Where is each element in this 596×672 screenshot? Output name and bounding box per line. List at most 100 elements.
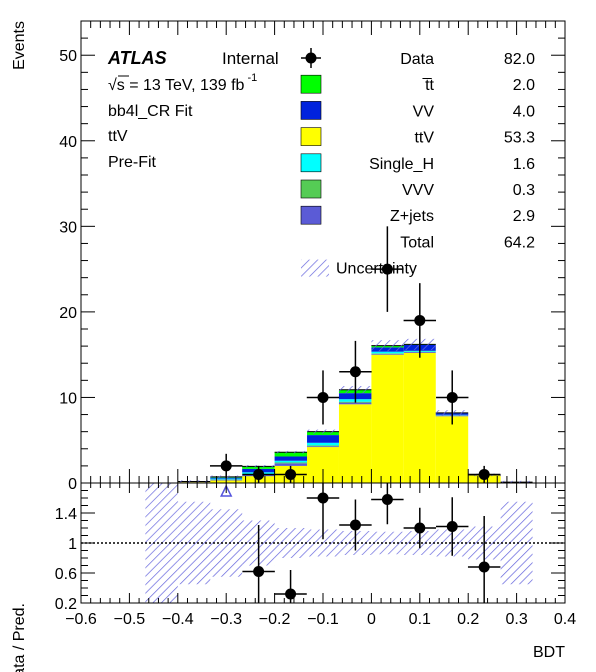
main-x-ticks <box>80 21 566 483</box>
ratio-y-axis: 0.2 0.6 1 1.4 <box>55 482 565 613</box>
ytick-label-40: 40 <box>59 134 77 151</box>
unc-7 <box>307 429 339 434</box>
legend: Data 82.0 t̅t 2.0 VV 4.0 ttV 53.3 Single_H 1.6 VVV… <box>300 48 535 278</box>
legend-swatch-1 <box>300 74 322 94</box>
main-panel: 0 10 20 30 40 50 <box>59 20 566 493</box>
ratio-band-7 <box>371 531 404 555</box>
ytick-label-0: 0 <box>68 476 77 493</box>
legend-label-6: Z+jets <box>390 208 434 225</box>
ratio-point-6 <box>446 521 458 532</box>
legend-label-3: ttV <box>414 130 434 147</box>
ratio-point-3 <box>349 519 361 531</box>
energy-lumi-label: √s = 13 TeV, 139 fb -1 <box>108 72 257 94</box>
xtick-label-6: 0 <box>367 611 376 628</box>
rytick-label-0.2: 0.2 <box>55 596 77 613</box>
bar-ttV-10 <box>403 352 436 483</box>
bar-VVV-6 <box>274 462 308 464</box>
bar-t̅t-6 <box>274 452 308 457</box>
bar-Z+jets-6 <box>274 463 308 466</box>
data-point-5 <box>381 263 393 275</box>
legend-label-2: VV <box>413 103 435 120</box>
legend-swatch-5 <box>300 179 322 199</box>
legend-label-4: Single_H <box>369 156 434 173</box>
legend-value-1: 2.0 <box>513 77 535 94</box>
legend-value-7: 64.2 <box>504 234 535 251</box>
legend-label-7: Total <box>400 234 434 251</box>
internal-label: Internal <box>222 49 279 68</box>
ytick-label-30: 30 <box>59 219 77 236</box>
legend-label-5: VVV <box>402 182 434 199</box>
legend-value-6: 2.9 <box>513 208 535 225</box>
xtick-label-1: −0.5 <box>114 611 146 628</box>
legend-label-1: t̅t <box>422 77 434 94</box>
legend-data-marker <box>305 52 317 64</box>
bar-ttV-9 <box>371 354 404 483</box>
legend-value-3: 53.3 <box>504 130 535 147</box>
bar-VV-6 <box>274 456 308 461</box>
bar-VV-7 <box>307 435 339 443</box>
legend-swatch-4 <box>300 153 322 173</box>
ytick-label-10: 10 <box>59 390 77 407</box>
data-point-8 <box>478 468 490 480</box>
data-point-1 <box>253 468 265 480</box>
legend-uncertainty-swatch <box>301 259 329 277</box>
out-of-range-marker <box>219 484 233 497</box>
data-points <box>209 226 501 483</box>
xtick-label-0: −0.6 <box>65 611 97 628</box>
ratio-points <box>219 483 501 603</box>
data-point-6 <box>414 314 426 326</box>
bar-Single_H-6 <box>274 460 308 463</box>
legend-swatch-3 <box>300 127 322 146</box>
ratio-point-0 <box>253 566 265 577</box>
bar-Single_H-9 <box>371 351 404 354</box>
ratio-point-7 <box>478 561 490 573</box>
legend-swatch-2 <box>300 101 322 120</box>
ratio-point-2 <box>317 492 329 504</box>
main-y-axis: 0 10 20 30 40 50 <box>59 20 565 493</box>
legend-value-2: 4.0 <box>513 103 535 120</box>
xtick-label-10: 0.4 <box>554 611 576 628</box>
bar-VVV-7 <box>307 445 339 447</box>
xtick-label-5: −0.1 <box>307 611 339 628</box>
xtick-label-3: −0.3 <box>210 611 242 628</box>
ratio-y-axis-title: Data / Pred. <box>11 603 28 672</box>
x-axis: −0.6 −0.5 −0.4 −0.3 −0.2 −0.1 0 0.1 0.2 0.3 0.4 <box>65 483 576 628</box>
xtick-label-7: 0.1 <box>409 611 431 628</box>
xtick-label-2: −0.4 <box>162 611 194 628</box>
rytick-label-1: 1 <box>68 536 77 553</box>
data-point-2 <box>285 468 297 480</box>
x-axis-title: BDT <box>533 644 565 661</box>
atlas-label: ATLAS <box>107 48 167 68</box>
ytick-label-20: 20 <box>59 305 77 322</box>
annotation-line-1: bb4l_CR Fit <box>108 103 193 120</box>
bar-Z+jets-8 <box>338 402 372 405</box>
xtick-label-9: 0.3 <box>505 611 527 628</box>
data-point-4 <box>349 366 361 378</box>
ratio-panel: 0.20.611.4 −0.6 −0.5 −0.4 −0.3 −0.2 −0.1 0 0.1 0… <box>55 482 576 628</box>
legend-value-0: 82.0 <box>504 51 535 68</box>
ratio-point-1 <box>285 588 297 600</box>
bar-ttV-8 <box>338 404 372 483</box>
annotation-line-2: ttV <box>108 128 128 145</box>
unc-6 <box>274 450 308 454</box>
data-point-3 <box>317 391 329 403</box>
rytick-label-1.4: 1.4 <box>55 506 77 523</box>
unc-3 <box>177 480 211 483</box>
rytick-label-0.6: 0.6 <box>55 566 77 583</box>
bar-ttV-11 <box>435 416 469 483</box>
legend-swatch-6 <box>300 205 322 225</box>
xtick-label-8: 0.2 <box>457 611 479 628</box>
y-axis-title: Events <box>11 21 28 70</box>
legend-value-4: 1.6 <box>513 156 535 173</box>
data-point-7 <box>446 391 458 403</box>
ratio-point-4 <box>381 494 393 505</box>
annotations: ATLAS Internal √s = 13 TeV, 139 fb -1 bb4… <box>107 48 279 171</box>
legend-label-0: Data <box>400 51 434 68</box>
bar-Z+jets-7 <box>307 446 339 448</box>
legend-label-8: Uncertainty <box>336 261 417 278</box>
annotation-line-3: Pre-Fit <box>108 154 157 171</box>
bar-Single_H-7 <box>307 442 339 446</box>
xtick-label-4: −0.2 <box>259 611 291 628</box>
data-point-0 <box>220 460 232 472</box>
